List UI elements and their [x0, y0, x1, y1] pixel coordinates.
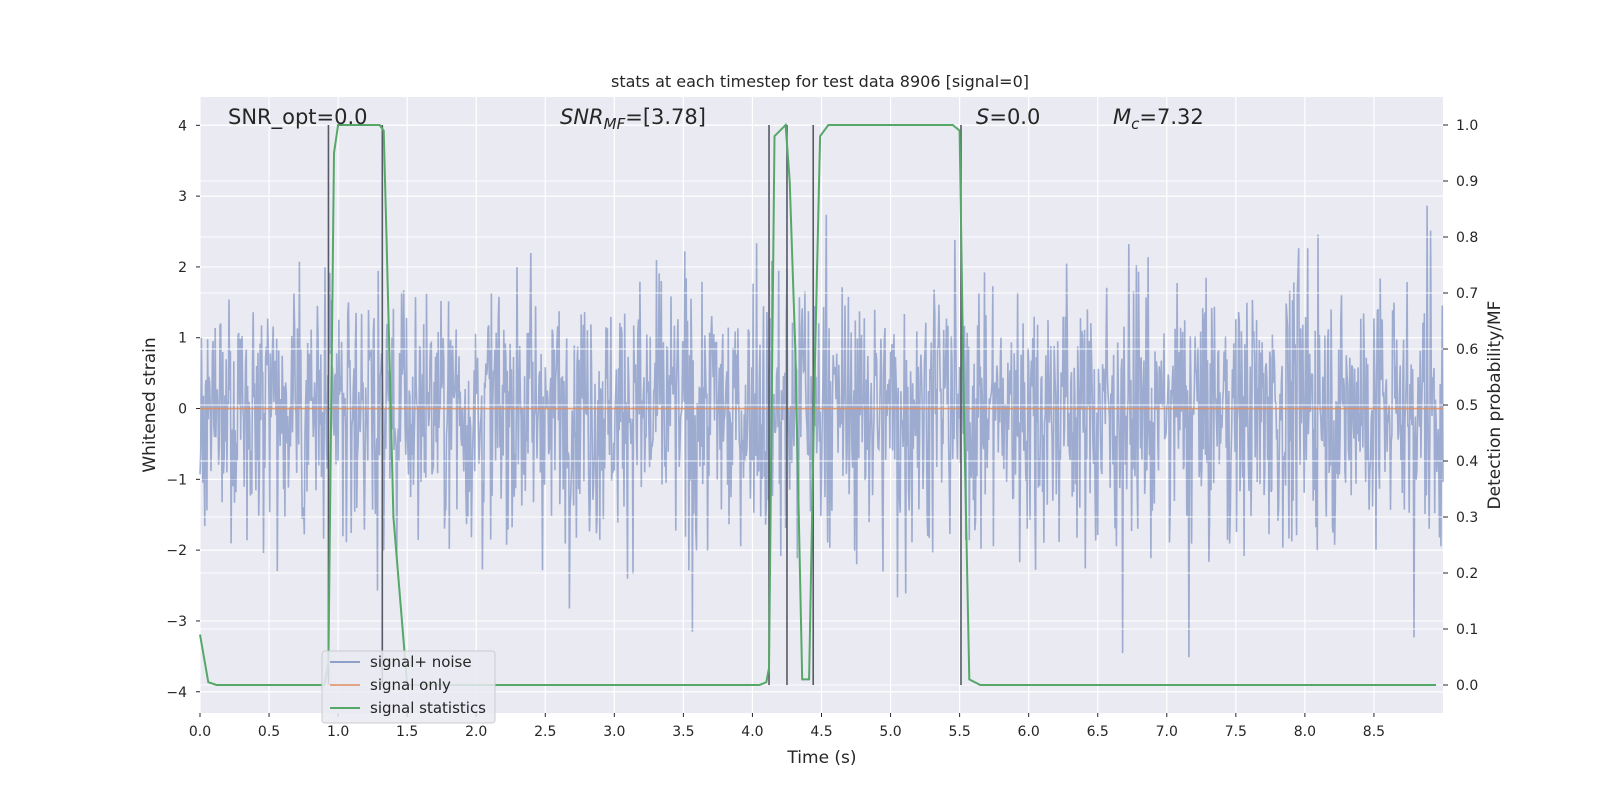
signal-statistics-line — [199, 122, 1437, 686]
annotation-mc: Mc=7.32 — [1113, 105, 1204, 133]
series-signal-statistics — [199, 122, 1437, 686]
x-tick-label: 4.0 — [741, 724, 763, 740]
x-tick-label: 6.0 — [1018, 724, 1040, 740]
y-tick-label: 0 — [178, 402, 187, 418]
y2-tick-label: 0.7 — [1456, 286, 1478, 302]
y-axis-left: 4 3 2 1 0 −1 −2 −3 −4 — [166, 118, 200, 701]
x-tick-label: 1.5 — [396, 724, 418, 740]
legend: signal+ noise signal only signal statist… — [321, 650, 496, 724]
y-axis-label: Whitened strain — [140, 337, 160, 472]
y2-axis-label: Detection probability/MF — [1485, 301, 1505, 510]
y2-tick-label: 0.0 — [1456, 678, 1478, 694]
x-tick-label: 0.0 — [189, 724, 211, 740]
noise-trace — [199, 205, 1444, 658]
x-tick-label: 5.0 — [879, 724, 901, 740]
y-tick-label: 3 — [178, 189, 187, 205]
y-tick-label: 4 — [178, 118, 187, 134]
legend-box — [321, 650, 496, 724]
x-tick-label: 3.0 — [603, 724, 625, 740]
y2-tick-label: 0.8 — [1456, 230, 1478, 246]
x-tick-label: 3.5 — [672, 724, 694, 740]
x-tick-label: 4.5 — [810, 724, 832, 740]
y-tick-label: 2 — [178, 260, 187, 276]
legend-label-signal-only: signal only — [370, 676, 451, 694]
y2-tick-label: 1.0 — [1456, 118, 1478, 134]
x-tick-label: 2.0 — [465, 724, 487, 740]
x-axis: 0.0 0.5 1.0 1.5 2.0 2.5 3.0 3.5 4.0 4.5 5.0 5.5 6.0 6… — [189, 713, 1385, 740]
y-tick-label: −3 — [166, 614, 187, 630]
y2-tick-label: 0.4 — [1456, 454, 1478, 470]
chart-title: stats at each timestep for test data 890… — [611, 72, 1029, 91]
y-tick-label: −1 — [166, 472, 187, 488]
x-tick-label: 5.5 — [948, 724, 970, 740]
annotation-s: S=0.0 — [976, 105, 1040, 129]
series-signal-noise — [199, 124, 1444, 693]
annotation-snr-opt: SNR_opt=0.0 — [228, 105, 368, 130]
annotation-snr-mf: SNRMF=[3.78] — [560, 105, 706, 133]
y2-tick-label: 0.1 — [1456, 622, 1478, 638]
x-tick-label: 6.5 — [1087, 724, 1109, 740]
legend-label-signal-statistics: signal statistics — [370, 699, 486, 717]
x-axis-label: Time (s) — [786, 748, 856, 768]
y2-tick-label: 0.9 — [1456, 174, 1478, 190]
y-tick-label: −4 — [166, 685, 187, 701]
y2-tick-label: 0.5 — [1456, 398, 1478, 414]
y2-tick-label: 0.2 — [1456, 566, 1478, 582]
x-tick-label: 1.0 — [327, 724, 349, 740]
x-tick-label: 0.5 — [258, 724, 280, 740]
y2-tick-label: 0.6 — [1456, 342, 1478, 358]
x-tick-label: 8.0 — [1294, 724, 1316, 740]
legend-label-signal-noise: signal+ noise — [370, 653, 472, 671]
y2-tick-label: 0.3 — [1456, 510, 1478, 526]
y-tick-label: −2 — [166, 543, 187, 559]
x-tick-label: 8.5 — [1363, 724, 1385, 740]
x-tick-label: 7.5 — [1225, 724, 1247, 740]
x-tick-label: 7.0 — [1156, 724, 1178, 740]
y-tick-label: 1 — [178, 331, 187, 347]
y-axis-right: 1.0 0.9 0.8 0.7 0.6 0.5 0.4 0.3 0.2 0.1 0.0 — [1443, 118, 1478, 694]
x-tick-label: 2.5 — [534, 724, 556, 740]
